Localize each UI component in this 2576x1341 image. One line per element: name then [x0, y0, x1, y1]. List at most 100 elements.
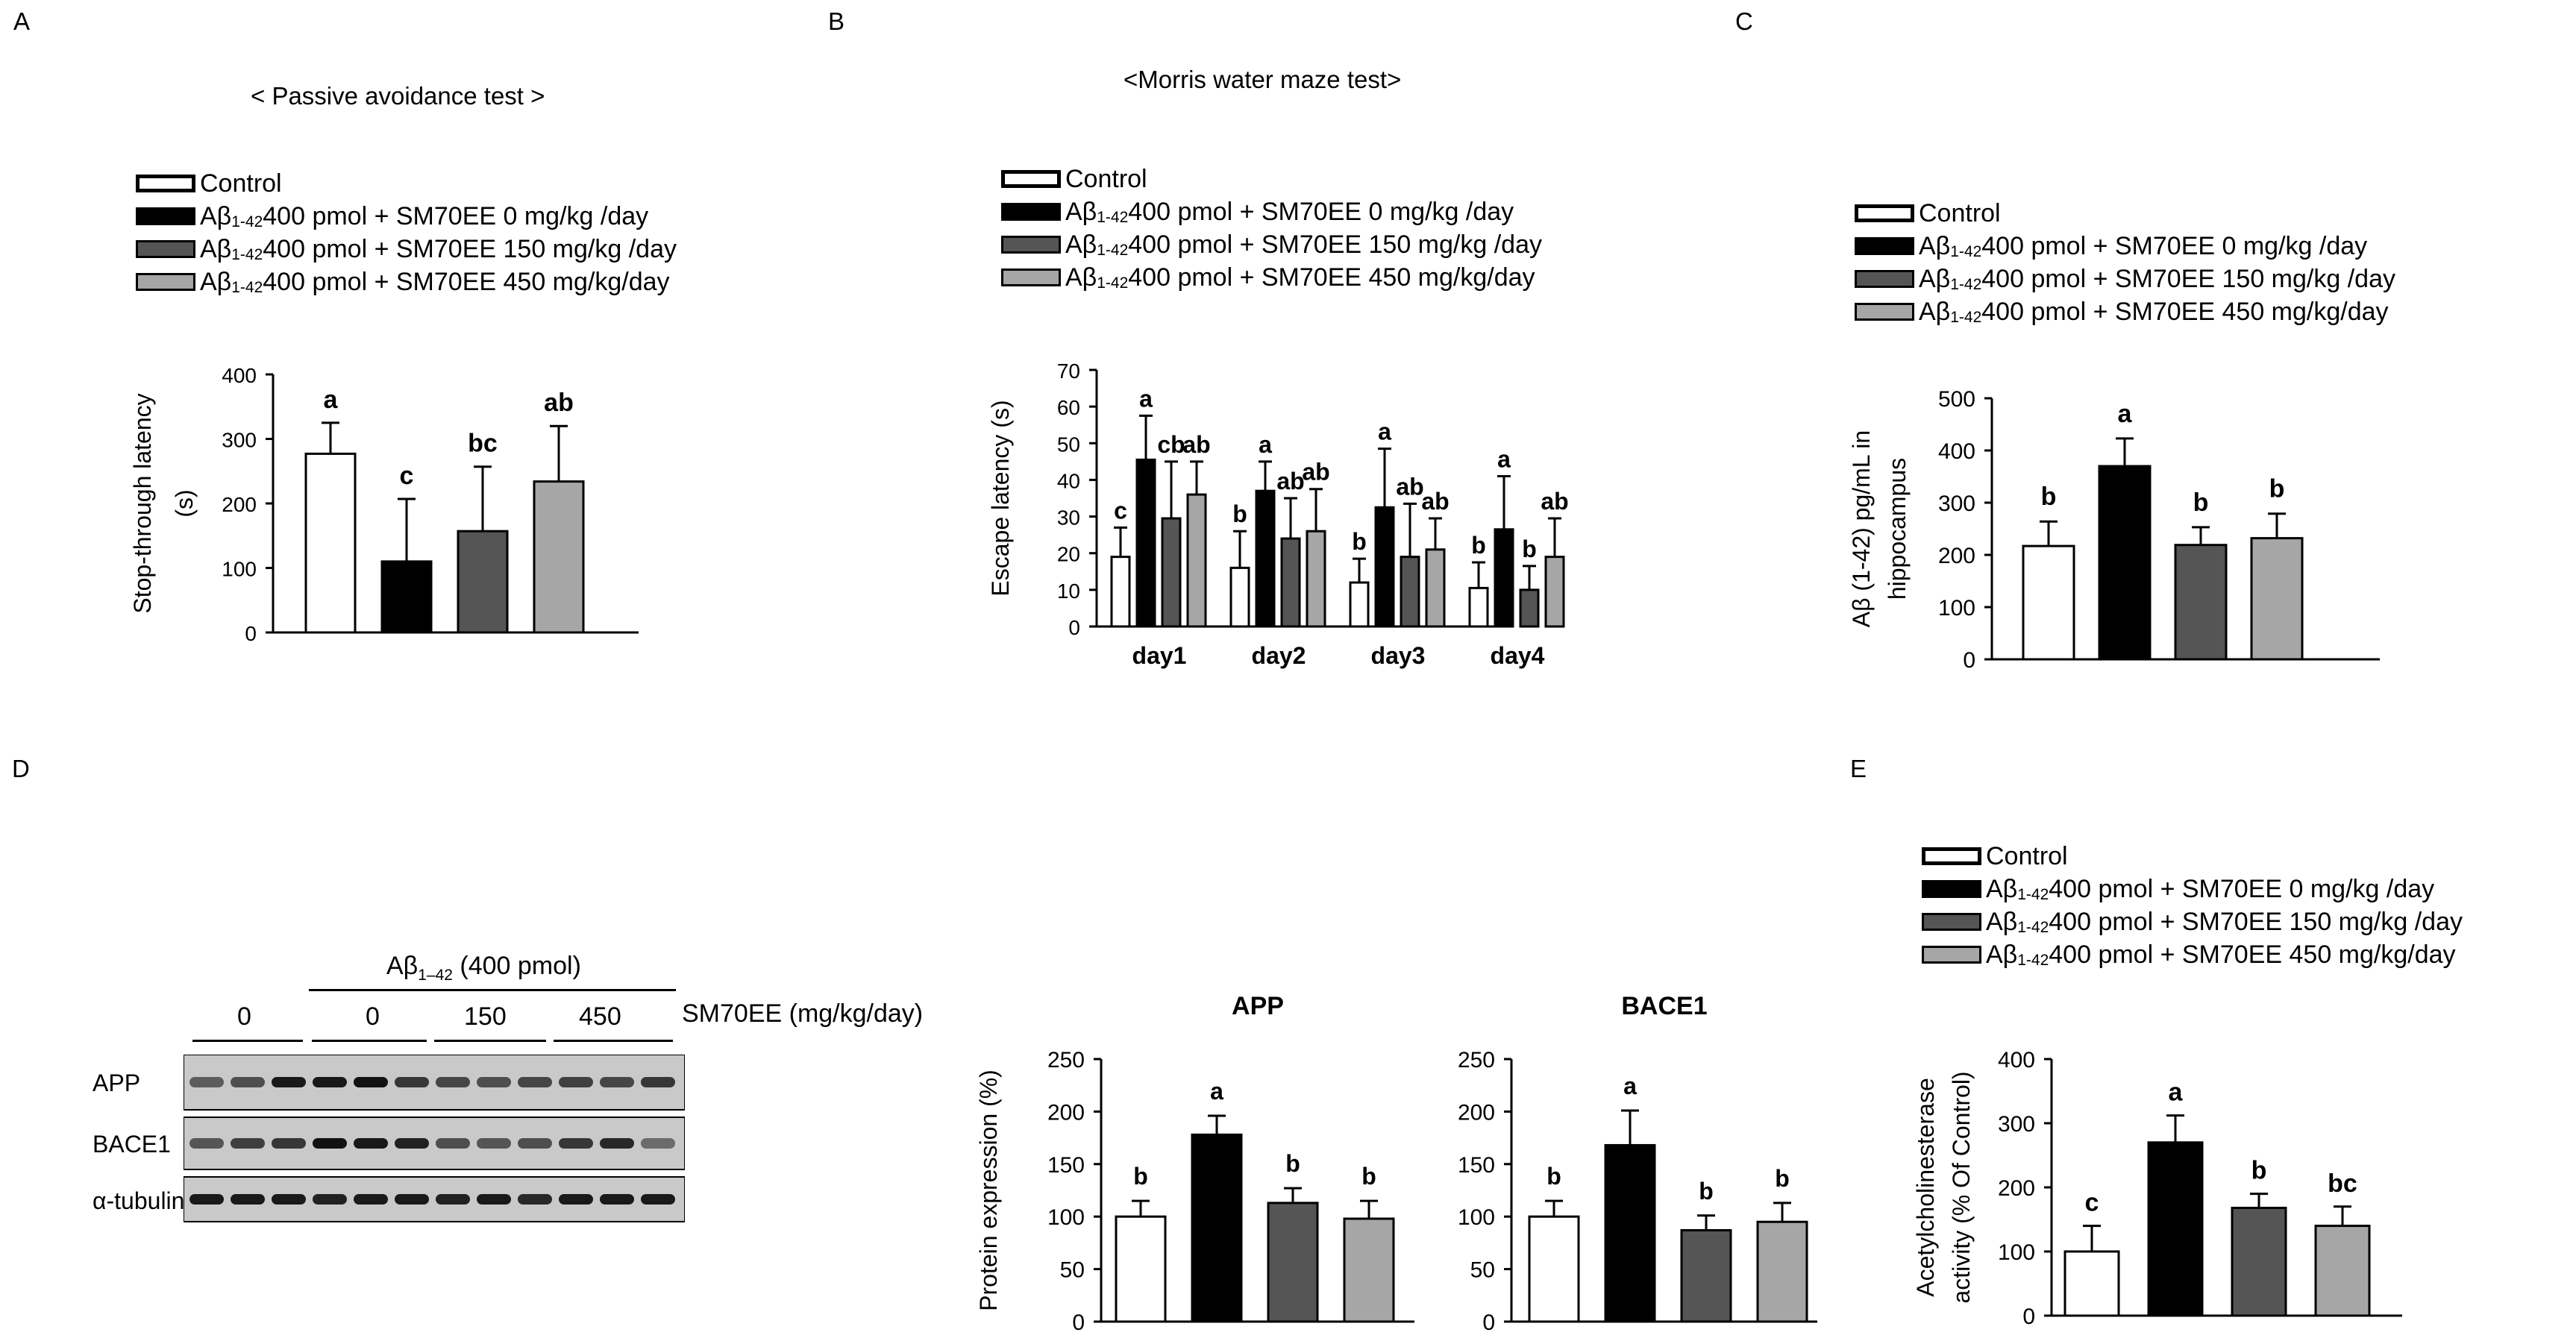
western-blot-image: [184, 1055, 685, 1222]
legend-b: Control Aβ 1-42 400 pmol + SM70EE 0 mg/kg…: [1001, 163, 1542, 294]
wb-group-line: [554, 1040, 673, 1042]
blot-band: [641, 1138, 675, 1149]
blot-band: [600, 1077, 634, 1087]
blot-band: [518, 1138, 552, 1149]
y-axis-label: (s): [171, 489, 198, 517]
significance-label: b: [1361, 1163, 1376, 1190]
significance-label: b: [2251, 1157, 2267, 1185]
x-tick-label: day2: [1252, 642, 1306, 669]
legend-item-dose150: Aβ 1-42 400 pmol + SM70EE 150 mg/kg /day: [1001, 228, 1542, 261]
chart-abeta-hippocampus: 0 100 200 300 400 500 Aβ (1-42) pg/mL in hippoc…: [1848, 387, 2380, 671]
blot-band: [436, 1194, 470, 1205]
y-tick-label: 150: [1458, 1153, 1495, 1178]
bar: [1680, 1229, 1732, 1323]
blot-band: [436, 1138, 470, 1149]
legend-item-dose150: Aβ 1-42 400 pmol + SM70EE 150 mg/kg /day: [1855, 263, 2395, 295]
bar: [1468, 586, 1489, 628]
significance-label: b: [2193, 489, 2209, 517]
y-tick-label: 0: [1963, 648, 1975, 671]
significance-label: b: [1352, 528, 1367, 555]
significance-label: b: [1546, 1163, 1561, 1190]
bar: [1191, 1133, 1243, 1323]
chart-title-passive-avoidance: < Passive avoidance test >: [251, 82, 545, 110]
y-tick-label: 200: [1047, 1100, 1085, 1125]
blot-band: [641, 1077, 675, 1087]
significance-label: ab: [1396, 473, 1423, 500]
blot-band: [231, 1077, 265, 1087]
bar: [457, 530, 509, 634]
significance-label: b: [1285, 1150, 1300, 1177]
legend-a: Control Aβ 1-42 400 pmol + SM70EE 0 mg/kg…: [136, 167, 677, 298]
y-tick-label: 500: [1938, 387, 1975, 412]
wb-group-label: 450: [579, 1002, 621, 1031]
legend-item-dose450: Aβ 1-42 400 pmol + SM70EE 450 mg/kg/day: [1001, 261, 1542, 294]
bar: [1267, 1202, 1319, 1323]
blot-band: [559, 1138, 593, 1149]
legend-swatch: [136, 175, 195, 192]
bar: [1306, 530, 1326, 628]
y-tick-label: 100: [222, 558, 257, 581]
y-tick-label: 250: [1047, 1048, 1085, 1073]
legend-swatch: [136, 240, 195, 258]
legend-swatch: [1922, 847, 1981, 865]
legend-item-dose0: Aβ 1-42 400 pmol + SM70EE 0 mg/kg /day: [1001, 195, 1542, 228]
significance-label: ab: [1182, 431, 1210, 458]
significance-label: b: [1133, 1163, 1148, 1190]
bar: [1255, 489, 1276, 628]
blot-band: [354, 1077, 388, 1087]
y-tick-label: 300: [222, 429, 257, 452]
blot-band: [272, 1194, 306, 1205]
wb-sm70ee-label: SM70EE (mg/kg/day): [682, 999, 924, 1028]
bar: [1349, 581, 1370, 628]
bar: [1494, 528, 1514, 628]
legend-item-control: Control: [1001, 163, 1542, 195]
significance-label: a: [1378, 418, 1391, 445]
bar: [1110, 556, 1131, 628]
y-axis-label: Acetylcholinesterase: [1912, 1078, 1939, 1296]
blot-band: [272, 1077, 306, 1087]
significance-label: ab: [544, 389, 574, 417]
chart-title-morris-water-maze: <Morris water maze test>: [1124, 66, 1402, 93]
bar: [2022, 544, 2075, 661]
y-axis-label: Escape latency (s): [987, 400, 1014, 596]
significance-label: cb: [1157, 431, 1185, 458]
significance-label: a: [1497, 446, 1511, 473]
blot-band: [313, 1077, 347, 1087]
bar: [2147, 1141, 2204, 1317]
blot-band: [518, 1077, 552, 1087]
blot-band: [559, 1194, 593, 1205]
blot-band: [436, 1077, 470, 1087]
y-tick-label: 0: [1482, 1310, 1495, 1335]
significance-label: c: [400, 462, 414, 490]
y-tick-label: 300: [1998, 1112, 2035, 1137]
x-tick-label: day4: [1491, 642, 1545, 669]
y-tick-label: 70: [1057, 359, 1080, 383]
blot-band: [189, 1194, 224, 1205]
legend-item-dose450: Aβ 1-42 400 pmol + SM70EE 450 mg/kg/day: [1922, 938, 2463, 971]
bar: [1400, 556, 1420, 628]
significance-label: ab: [1276, 468, 1304, 494]
chart-passive-avoidance: 0 100 200 300 400 Stop-through latency (s) a c bc…: [129, 364, 639, 645]
legend-item-control: Control: [1922, 840, 2463, 873]
y-tick-label: 20: [1057, 543, 1080, 566]
panel-letter-c: C: [1735, 7, 1753, 35]
blot-band: [313, 1194, 347, 1205]
legend-swatch: [1001, 170, 1061, 188]
wb-treatment-label: Aβ1–42 (400 pmol): [386, 952, 581, 984]
legend-swatch: [1855, 270, 1914, 288]
bar: [304, 452, 357, 634]
blot-band: [600, 1138, 634, 1149]
legend-item-control: Control: [136, 167, 677, 200]
significance-label: a: [1259, 431, 1272, 458]
bar: [1161, 517, 1182, 628]
blot-band: [477, 1194, 511, 1205]
legend-item-dose0: Aβ 1-42 400 pmol + SM70EE 0 mg/kg /day: [1922, 873, 2463, 905]
chart-app-expression: 0 50 100 150 200 250 Protein expression (%) b a b…: [975, 992, 1414, 1335]
y-tick-label: 400: [1998, 1048, 2035, 1073]
y-tick-label: 0: [1072, 1310, 1085, 1335]
legend-swatch: [1001, 236, 1061, 254]
chart-title: BACE1: [1621, 992, 1707, 1020]
y-tick-label: 200: [1938, 544, 1975, 568]
legend-item-dose0: Aβ 1-42 400 pmol + SM70EE 0 mg/kg /day: [136, 200, 677, 233]
bar: [1280, 537, 1301, 628]
